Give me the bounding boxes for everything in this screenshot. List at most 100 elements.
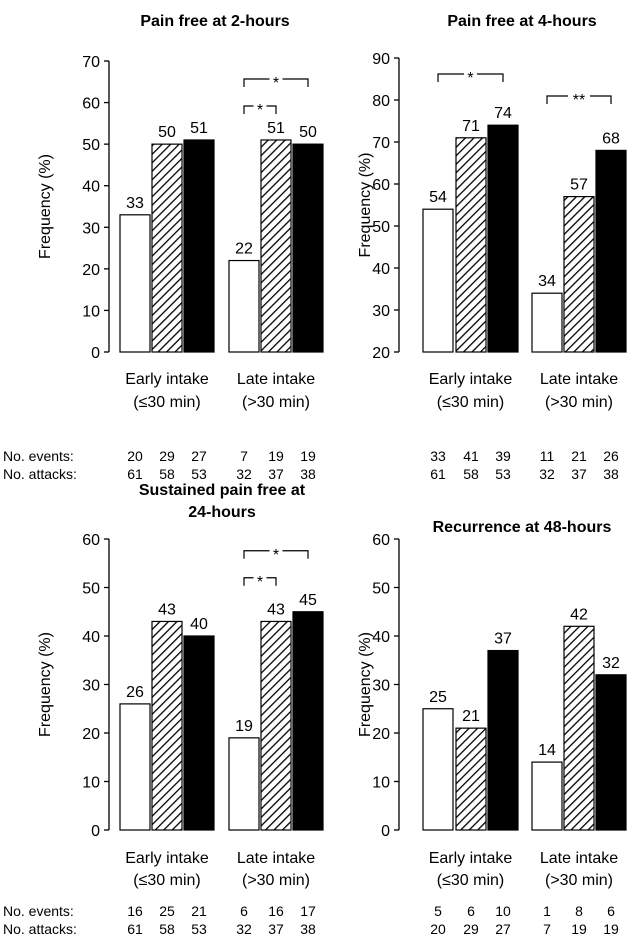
bar-value-label: 50 xyxy=(299,124,317,141)
bar-value-label: 14 xyxy=(538,742,556,759)
bar-value-label: 74 xyxy=(494,105,512,122)
bar-value-label: 54 xyxy=(429,189,447,206)
x-group-label: Early intake xyxy=(429,371,513,388)
events-count: 33 xyxy=(430,448,446,464)
x-group-label: Early intake xyxy=(125,850,209,867)
bar-value-label: 37 xyxy=(494,631,512,648)
bar-value-label: 22 xyxy=(235,241,253,258)
significance-label-gap xyxy=(269,75,283,82)
y-axis-label: Frequency (%) xyxy=(357,632,374,737)
attacks-count: 32 xyxy=(236,466,252,482)
attacks-row-label: No. attacks: xyxy=(3,466,77,482)
y-tick-label: 0 xyxy=(91,345,100,362)
events-count: 10 xyxy=(495,903,511,919)
bar-white xyxy=(531,292,563,353)
significance-label: * xyxy=(467,70,473,87)
chart-title: Recurrence at 48-hours xyxy=(433,519,612,536)
attacks-count: 7 xyxy=(543,921,551,937)
y-tick-label: 60 xyxy=(372,177,390,194)
significance-label-gap xyxy=(464,71,477,77)
significance-label-gap xyxy=(568,93,590,99)
y-tick-label: 0 xyxy=(381,823,390,840)
bar-white xyxy=(119,703,151,831)
attacks-count: 58 xyxy=(159,921,175,937)
bar-black xyxy=(595,149,627,353)
chart-panel-2: Pain free at 4-hours Frequency (%) 20 30 40 5… xyxy=(357,13,627,482)
attacks-count: 32 xyxy=(539,466,555,482)
x-group-sublabel: (≤30 min) xyxy=(437,394,504,411)
bar-value-label: 43 xyxy=(158,601,176,618)
events-count: 1 xyxy=(543,903,551,919)
attacks-count: 29 xyxy=(463,921,479,937)
attacks-count: 38 xyxy=(603,466,619,482)
events-row-label: No. events: xyxy=(3,448,74,464)
bar-hatched xyxy=(260,620,292,831)
x-group-label: Late intake xyxy=(237,371,315,388)
significance-label-gap xyxy=(269,547,283,554)
y-axis-label: Frequency (%) xyxy=(357,153,374,258)
events-count: 11 xyxy=(540,448,555,464)
y-tick-label: 80 xyxy=(372,93,390,110)
y-tick-label: 0 xyxy=(91,823,100,840)
bar-value-label: 42 xyxy=(570,606,588,623)
y-tick-label: 30 xyxy=(82,220,100,237)
x-group-label: Late intake xyxy=(237,850,315,867)
attacks-count: 61 xyxy=(127,921,143,937)
x-group-sublabel: (>30 min) xyxy=(545,394,613,411)
y-tick-label: 40 xyxy=(372,261,390,278)
events-count: 8 xyxy=(575,903,583,919)
y-tick-label: 50 xyxy=(82,137,100,154)
x-group-sublabel: (≤30 min) xyxy=(133,872,200,889)
bar-black xyxy=(292,143,324,353)
chart-title: Pain free at 4-hours xyxy=(447,13,596,30)
y-tick-label: 20 xyxy=(82,262,100,279)
bar-value-label: 68 xyxy=(602,130,620,147)
significance-label-gap xyxy=(253,102,267,109)
events-count: 16 xyxy=(268,903,284,919)
x-group-label: Early intake xyxy=(125,371,209,388)
bar-black xyxy=(595,674,627,831)
significance-label: * xyxy=(273,75,279,92)
x-group-label: Late intake xyxy=(540,371,618,388)
bar-hatched xyxy=(563,196,595,353)
bar-white xyxy=(422,708,454,831)
bar-value-label: 43 xyxy=(267,601,285,618)
attacks-count: 37 xyxy=(571,466,587,482)
attacks-count: 20 xyxy=(430,921,446,937)
attacks-count: 19 xyxy=(571,921,587,937)
bar-value-label: 40 xyxy=(190,616,208,633)
y-tick-label: 30 xyxy=(372,678,390,695)
chart-title: 24-hours xyxy=(188,504,256,521)
y-tick-label: 50 xyxy=(372,219,390,236)
bar-hatched xyxy=(455,137,487,353)
bar-value-label: 33 xyxy=(126,195,144,212)
y-tick-label: 50 xyxy=(82,581,100,598)
bar-black xyxy=(183,139,215,353)
events-count: 27 xyxy=(191,448,207,464)
attacks-count: 53 xyxy=(191,466,207,482)
chart-panel-1: Pain free at 2-hours Frequency (%) 0 10 20 30… xyxy=(37,13,324,482)
events-count: 6 xyxy=(467,903,475,919)
bar-value-label: 51 xyxy=(190,120,208,137)
events-count: 39 xyxy=(495,448,511,464)
bar-black xyxy=(292,611,324,831)
attacks-count: 58 xyxy=(463,466,479,482)
events-count: 26 xyxy=(603,448,619,464)
significance-label: * xyxy=(257,574,263,591)
events-row-label: No. events: xyxy=(3,903,74,919)
bar-black xyxy=(487,124,519,353)
events-count: 16 xyxy=(127,903,143,919)
attacks-count: 27 xyxy=(495,921,511,937)
events-count: 21 xyxy=(571,448,587,464)
events-count: 21 xyxy=(191,903,207,919)
attacks-count: 37 xyxy=(268,921,284,937)
events-count: 7 xyxy=(240,448,248,464)
attacks-count: 53 xyxy=(495,466,511,482)
significance-label-gap xyxy=(253,574,267,581)
events-count: 19 xyxy=(300,448,316,464)
bar-value-label: 21 xyxy=(462,708,480,725)
y-tick-label: 10 xyxy=(82,303,100,320)
attacks-count: 37 xyxy=(268,466,284,482)
bar-hatched xyxy=(260,139,292,353)
